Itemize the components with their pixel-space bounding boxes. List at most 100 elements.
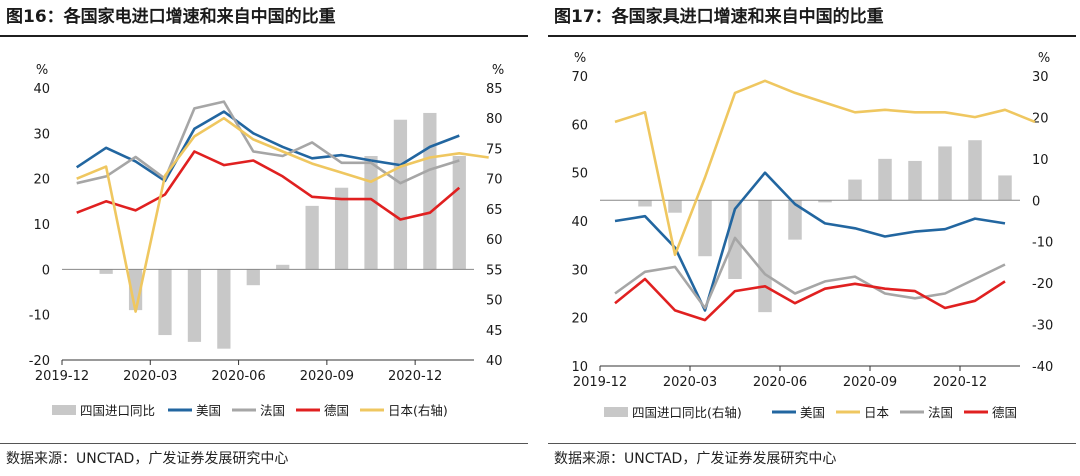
- right-tick-label: -20: [1032, 277, 1053, 292]
- right-tick-label: 10: [1032, 153, 1049, 168]
- right-tick-label: 55: [486, 263, 503, 278]
- right-tick-label: 80: [486, 112, 503, 127]
- series-line-日本: [614, 79, 1036, 257]
- bar: [305, 205, 319, 270]
- left-tick-label: 30: [571, 263, 588, 278]
- series-line-日本(右轴): [76, 116, 489, 313]
- bottom-rule: [0, 443, 528, 444]
- right-tick-label: -30: [1032, 319, 1053, 334]
- chart-title: 图17：各国家具进口增速和来自中国的比重: [554, 7, 884, 27]
- right-tick-label: -10: [1032, 236, 1053, 251]
- left-tick-label: 10: [33, 218, 50, 233]
- right-tick-label: 40: [486, 354, 503, 369]
- source-note: 数据来源：UNCTAD，广发证券发展研究中心: [554, 451, 837, 467]
- series-line-法国: [614, 236, 1006, 310]
- x-tick-label: 2020-06: [211, 369, 265, 384]
- right-tick-label: 70: [486, 173, 503, 188]
- title-rule: [548, 35, 1076, 37]
- left-tick-label: 60: [571, 118, 588, 133]
- bar: [848, 179, 862, 201]
- x-tick-label: 2020-03: [123, 369, 177, 384]
- left-tick-label: 50: [571, 167, 588, 182]
- bottom-rule: [548, 443, 1076, 444]
- right-tick-label: 85: [486, 82, 503, 97]
- legend-label: 德国: [992, 405, 1017, 420]
- left-tick-label: 70: [571, 70, 588, 85]
- bar: [998, 175, 1012, 201]
- left-axis-unit: %: [36, 63, 48, 78]
- left-tick-label: 40: [33, 82, 50, 97]
- bar: [246, 269, 260, 286]
- bar: [698, 200, 712, 257]
- chart-panel-appliances: 图16：各国家电进口增速和来自中国的比重 %% -20 -10 0 10 20 30 40 40…: [0, 0, 535, 476]
- x-tick-label: 2019-12: [35, 369, 89, 384]
- bar: [878, 158, 892, 201]
- x-tick-label: 2020-09: [300, 369, 354, 384]
- right-axis-unit: %: [492, 63, 504, 78]
- left-tick-label: 30: [33, 127, 50, 142]
- right-tick-label: 20: [1032, 111, 1049, 126]
- bar: [99, 269, 113, 274]
- right-tick-label: 45: [486, 324, 503, 339]
- x-tick-label: 2019-12: [573, 375, 627, 390]
- right-tick-label: 30: [1032, 70, 1049, 85]
- legend-label: 德国: [324, 403, 349, 418]
- bar: [668, 200, 682, 213]
- series-line-美国: [614, 171, 1006, 312]
- chart-panel-furniture: 图17：各国家具进口增速和来自中国的比重 %% 10 20 30 40 50 60 70 -40…: [548, 0, 1080, 476]
- right-tick-label: 0: [1032, 194, 1040, 209]
- left-tick-label: 40: [571, 215, 588, 230]
- legend-label: 四国进口同比: [80, 403, 155, 418]
- legend-swatch: [604, 407, 628, 417]
- bar: [452, 156, 466, 270]
- bar: [638, 200, 652, 207]
- bar: [758, 200, 772, 313]
- x-tick-label: 2020-12: [388, 369, 442, 384]
- bar: [393, 119, 408, 270]
- bar: [276, 264, 290, 270]
- bar: [187, 269, 202, 342]
- legend-swatch: [52, 405, 76, 415]
- x-tick-label: 2020-03: [663, 375, 717, 390]
- x-tick-label: 2020-09: [843, 375, 897, 390]
- bar: [423, 112, 437, 270]
- right-tick-label: -40: [1032, 360, 1053, 375]
- appliance-chart: % % -20 -10 0 10 20 30 40 40 45 50 55 60 65 70 75 80 85 201…: [29, 63, 504, 418]
- source-note: 数据来源：UNCTAD，广发证券发展研究中心: [6, 451, 289, 467]
- bar: [968, 140, 982, 201]
- left-tick-label: 20: [33, 173, 50, 188]
- bar: [158, 269, 172, 336]
- legend-label: 美国: [800, 405, 825, 420]
- bar: [217, 269, 231, 349]
- right-tick-label: 50: [486, 294, 503, 309]
- legend-label: 日本: [864, 405, 890, 420]
- right-tick-label: 65: [486, 203, 503, 218]
- chart-title: 图16：各国家电进口增速和来自中国的比重: [6, 7, 336, 27]
- legend-label: 法国: [260, 403, 285, 418]
- bar: [364, 156, 378, 270]
- left-tick-label: 0: [42, 263, 50, 278]
- legend-label: 美国: [196, 403, 221, 418]
- title-rule: [0, 35, 528, 37]
- bar: [334, 187, 349, 270]
- bar: [938, 146, 952, 201]
- right-tick-label: 60: [486, 233, 503, 248]
- series-line-德国: [614, 277, 1006, 322]
- right-tick-label: 75: [486, 142, 503, 157]
- bar: [818, 200, 832, 203]
- left-tick-label: 10: [571, 360, 588, 375]
- legend-label: 法国: [928, 405, 953, 420]
- series-line-法国: [76, 100, 460, 185]
- left-tick-label: 20: [571, 312, 588, 327]
- left-axis-unit: %: [574, 51, 586, 66]
- right-axis-unit: %: [1038, 51, 1050, 66]
- x-tick-label: 2020-12: [933, 375, 987, 390]
- series-line-美国: [75, 110, 460, 183]
- furniture-chart: % % 10 20 30 40 50 60 70 -40 -30 -20 -10 0 10 20 30 2019-…: [571, 51, 1053, 420]
- legend-label: 日本(右轴): [388, 403, 448, 418]
- left-tick-label: -20: [29, 354, 50, 369]
- legend-label: 四国进口同比(右轴): [632, 405, 742, 420]
- series-line-德国: [76, 150, 461, 221]
- left-tick-label: -10: [29, 309, 50, 324]
- x-tick-label: 2020-06: [753, 375, 807, 390]
